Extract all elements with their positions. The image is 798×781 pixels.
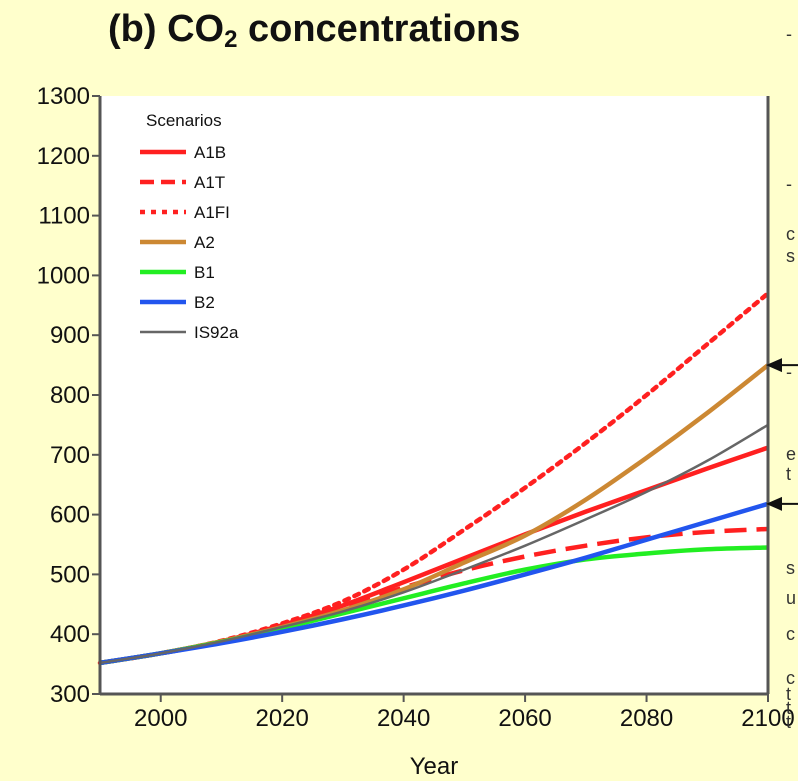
x-tick-label-2100: 2100 <box>741 705 794 732</box>
x-tick-label-2020: 2020 <box>255 705 308 732</box>
annotation-arrowhead-0 <box>766 358 782 373</box>
edge-glyph-9: c <box>786 624 795 644</box>
edge-glyph-12: t <box>786 698 791 718</box>
y-tick-label-400: 400 <box>50 621 90 648</box>
legend-label-a1t: A1T <box>194 173 225 192</box>
edge-glyph-1: - <box>786 174 792 194</box>
y-tick-label-1100: 1100 <box>38 203 90 230</box>
plot-area <box>100 96 768 694</box>
annotation-layer <box>766 358 798 511</box>
legend-label-a1b: A1B <box>194 143 226 162</box>
legend: Scenarios A1B A1T A1FI A2 B1 B2 IS92a <box>140 111 239 342</box>
x-axis-label: Year <box>410 753 459 780</box>
legend-label-a2: A2 <box>194 233 215 252</box>
series-line-is92a <box>99 423 769 665</box>
title-subscript: 2 <box>224 26 238 53</box>
edge-glyph-2: c <box>786 224 795 244</box>
x-tick-label-2080: 2080 <box>620 705 673 732</box>
legend-label-b1: B1 <box>194 263 215 282</box>
legend-label-b2: B2 <box>194 293 215 312</box>
y-tick-label-1200: 1200 <box>37 143 90 170</box>
edge-glyph-8: u <box>786 588 796 608</box>
edge-glyph-10: c <box>786 668 795 688</box>
series-layer <box>97 291 771 666</box>
axis-layer: 300 400 500 600 700 800 900 1000 1100 1200 1300 200… <box>37 83 795 780</box>
edge-glyph-7: s <box>786 558 795 578</box>
title-suffix: concentrations <box>237 8 521 50</box>
edge-glyph-5: e <box>786 444 796 464</box>
y-tick-label-700: 700 <box>50 442 90 469</box>
edge-glyph-6: t <box>786 464 791 484</box>
y-tick-label-1300: 1300 <box>37 83 90 110</box>
x-tick-label-2000: 2000 <box>134 705 187 732</box>
edge-glyph-13: t <box>786 712 791 732</box>
edge-glyph-0: - <box>786 24 792 44</box>
y-tick-label-500: 500 <box>50 561 90 588</box>
y-tick-label-900: 900 <box>50 322 90 349</box>
x-tick-label-2040: 2040 <box>377 705 430 732</box>
title-prefix: (b) CO <box>108 8 225 50</box>
legend-label-is92a: IS92a <box>194 323 239 342</box>
edge-glyph-11: t <box>786 684 791 704</box>
annotation-arrowhead-1 <box>766 496 782 511</box>
x-tick-label-2060: 2060 <box>498 705 551 732</box>
edge-glyph-4: - <box>786 362 792 382</box>
y-tick-label-1000: 1000 <box>37 262 90 289</box>
chart-title: (b) CO2 concentrations <box>108 8 520 54</box>
legend-title: Scenarios <box>146 111 222 130</box>
edge-glyph-3: s <box>786 246 795 266</box>
y-tick-label-800: 800 <box>50 382 90 409</box>
y-tick-label-600: 600 <box>50 502 90 529</box>
series-line-b2 <box>99 501 769 666</box>
y-tick-label-300: 300 <box>50 681 90 708</box>
legend-label-a1fi: A1FI <box>194 203 230 222</box>
